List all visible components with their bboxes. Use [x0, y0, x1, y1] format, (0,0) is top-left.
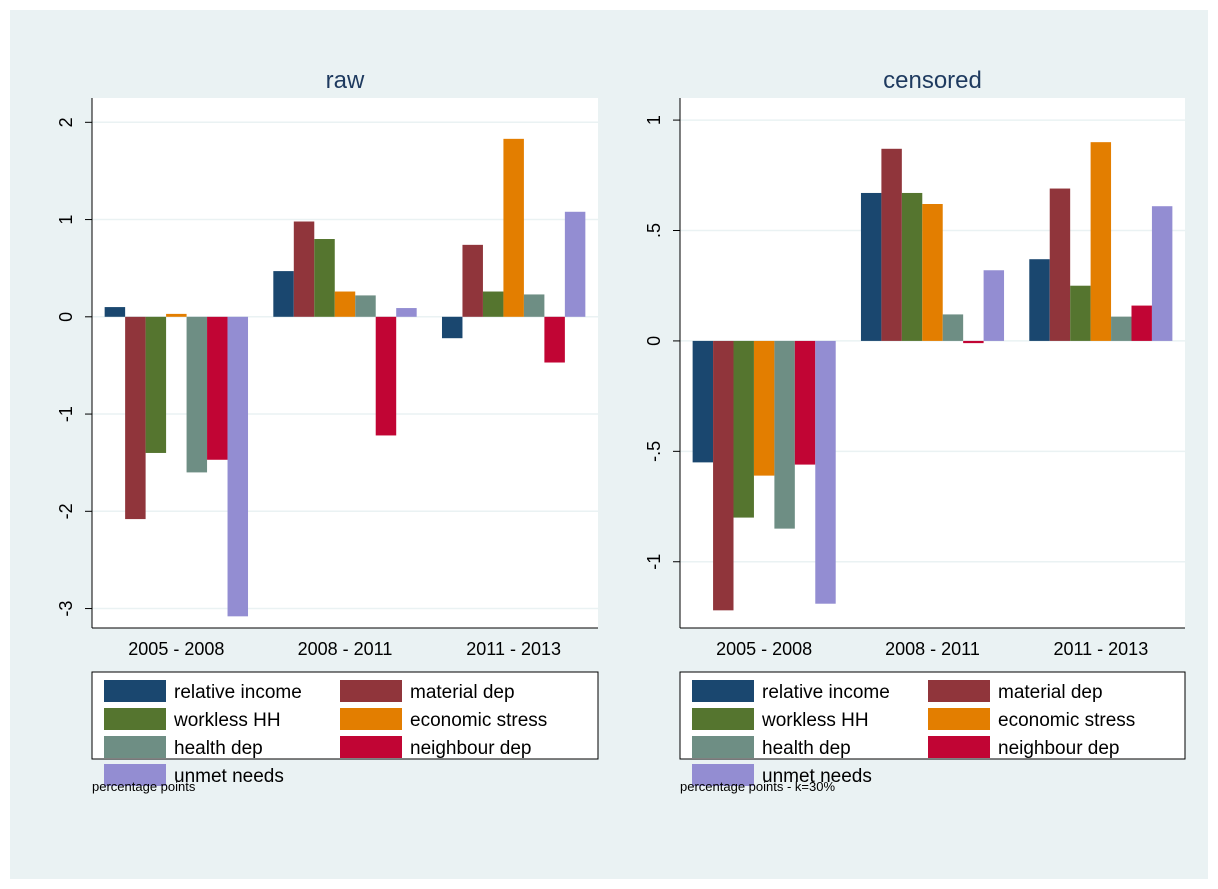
- bar-neighbour-dep: [794, 340, 816, 465]
- bar-relative-income: [441, 316, 463, 339]
- legend-label: relative income: [174, 682, 302, 703]
- legend-swatch: [104, 764, 166, 786]
- bar-workless-hh: [901, 192, 923, 341]
- legend-swatch: [928, 736, 990, 758]
- legend-swatch: [104, 708, 166, 730]
- legend-label: neighbour dep: [410, 738, 532, 759]
- bar-neighbour-dep: [207, 316, 228, 460]
- chart-panel-1: raw 2 1 0 -1 -2 -3 2005 - 2008 2008 - 2011 2011 -…: [56, 67, 599, 794]
- bar-workless-hh: [314, 239, 335, 317]
- legend: relative income material dep workless HH ec…: [91, 671, 599, 787]
- bar-material-dep: [713, 340, 734, 611]
- y-tick-label: -2: [56, 503, 76, 519]
- bar-material-dep: [881, 148, 902, 341]
- chart-panel-2: censored 1 .5 0 -.5 -1 2005 - 2008 2008 - 2011 2…: [644, 67, 1186, 794]
- bar-health-dep: [1111, 316, 1132, 341]
- x-category-label: 2011 - 2013: [466, 639, 561, 659]
- legend-swatch: [692, 708, 754, 730]
- bar-unmet-needs: [227, 316, 249, 617]
- bar-relative-income: [1029, 259, 1050, 341]
- y-tick-label: .5: [644, 223, 664, 238]
- legend-swatch: [928, 708, 990, 730]
- bar-unmet-needs: [564, 211, 586, 317]
- bar-relative-income: [273, 271, 294, 317]
- legend: relative income material dep workless HH ec…: [679, 671, 1186, 787]
- bar-economic-stress: [1090, 142, 1112, 341]
- bar-neighbour-dep: [375, 316, 397, 436]
- legend-label: workless HH: [761, 710, 869, 731]
- x-category-label: 2005 - 2008: [716, 639, 812, 659]
- legend-label: economic stress: [998, 710, 1135, 731]
- bar-economic-stress: [503, 138, 524, 317]
- bar-workless-hh: [1070, 285, 1091, 341]
- legend-swatch: [104, 736, 166, 758]
- bar-neighbour-dep: [544, 316, 565, 363]
- bar-unmet-needs: [1151, 206, 1173, 341]
- bar-health-dep: [942, 314, 964, 341]
- bar-health-dep: [355, 295, 376, 317]
- chart-note: percentage points: [92, 779, 196, 794]
- bar-economic-stress: [922, 204, 943, 341]
- legend-swatch: [340, 708, 402, 730]
- bar-material-dep: [1049, 188, 1071, 341]
- legend-label: workless HH: [173, 710, 281, 731]
- y-tick-label: -1: [644, 554, 664, 570]
- bar-economic-stress: [166, 313, 187, 317]
- bar-workless-hh: [482, 291, 504, 317]
- legend-label: health dep: [174, 738, 263, 759]
- x-category-label: 2008 - 2011: [298, 639, 393, 659]
- bar-workless-hh: [733, 340, 754, 518]
- y-tick-label: 2: [56, 117, 76, 127]
- legend-label: relative income: [762, 682, 890, 703]
- legend-label: unmet needs: [762, 766, 872, 787]
- bar-material-dep: [462, 244, 483, 317]
- bar-relative-income: [104, 307, 126, 317]
- legend-swatch: [104, 680, 166, 702]
- bar-material-dep: [293, 221, 315, 317]
- chart-note: percentage points - k=30%: [680, 779, 835, 794]
- legend-swatch: [340, 736, 402, 758]
- legend-label: neighbour dep: [998, 738, 1120, 759]
- legend-label: health dep: [762, 738, 851, 759]
- bar-unmet-needs: [983, 270, 1005, 341]
- chart-title: raw: [326, 67, 365, 94]
- bar-neighbour-dep: [963, 340, 984, 344]
- legend-label: economic stress: [410, 710, 547, 731]
- bar-relative-income: [860, 192, 882, 341]
- legend-label: unmet needs: [174, 766, 284, 787]
- legend-swatch: [692, 680, 754, 702]
- y-tick-label: 1: [56, 215, 76, 225]
- bar-material-dep: [125, 316, 146, 520]
- bar-economic-stress: [334, 291, 356, 317]
- legend-swatch: [928, 680, 990, 702]
- legend-swatch: [340, 680, 402, 702]
- y-tick-label: -1: [56, 406, 76, 422]
- bar-health-dep: [774, 340, 795, 529]
- x-category-label: 2008 - 2011: [885, 639, 980, 659]
- x-category-label: 2005 - 2008: [128, 639, 224, 659]
- bar-relative-income: [692, 340, 714, 463]
- legend-label: material dep: [998, 682, 1103, 703]
- x-category-label: 2011 - 2013: [1053, 639, 1148, 659]
- y-tick-label: 0: [644, 336, 664, 346]
- y-tick-label: 0: [56, 312, 76, 322]
- bar-neighbour-dep: [1131, 305, 1152, 341]
- bar-health-dep: [523, 294, 545, 317]
- y-tick-label: -.5: [644, 441, 664, 462]
- y-tick-label: -3: [56, 601, 76, 617]
- bar-unmet-needs: [396, 308, 417, 317]
- bar-economic-stress: [753, 340, 775, 476]
- chart-title: censored: [883, 67, 982, 94]
- bar-workless-hh: [145, 316, 167, 453]
- bar-unmet-needs: [815, 340, 836, 604]
- legend-swatch: [692, 764, 754, 786]
- bar-health-dep: [186, 316, 208, 473]
- legend-swatch: [692, 736, 754, 758]
- legend-label: material dep: [410, 682, 515, 703]
- y-tick-label: 1: [644, 115, 664, 125]
